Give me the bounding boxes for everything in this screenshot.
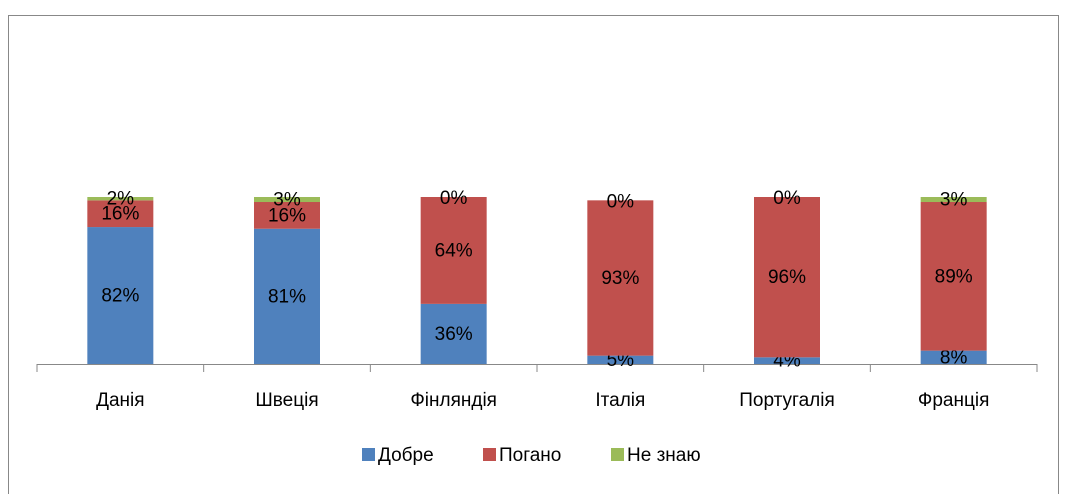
bar-segment [87, 200, 154, 228]
value-label: 3% [940, 190, 968, 211]
x-tick-label: Португалія [739, 390, 834, 411]
bar-segment [587, 355, 654, 364]
value-label: 0% [773, 188, 801, 209]
legend-swatch [483, 448, 496, 461]
bar-segment [87, 197, 154, 201]
bar-segment [254, 228, 320, 364]
value-label: 3% [273, 190, 301, 211]
value-label: 16% [101, 204, 139, 225]
bar-segment [587, 200, 654, 356]
value-label: 0% [440, 188, 468, 209]
bar-segment [920, 202, 987, 351]
legend-label: Погано [499, 445, 561, 466]
bar-segment [254, 202, 320, 229]
value-label: 2% [107, 189, 135, 210]
x-tick-label: Фінляндія [410, 390, 497, 411]
x-tick-label: Швеція [255, 390, 318, 411]
value-label: 93% [601, 268, 639, 289]
value-label: 81% [268, 286, 306, 307]
bar-segment [87, 227, 154, 364]
chart-frame [8, 15, 1059, 494]
value-label: 36% [435, 324, 473, 345]
bar-segment [754, 197, 820, 358]
value-label: 64% [435, 240, 473, 261]
legend-swatch [362, 448, 375, 461]
value-label: 16% [268, 205, 306, 226]
bar-segment [254, 197, 320, 203]
bar-segment [420, 303, 487, 364]
bar-segment [920, 350, 987, 364]
bar-segment [754, 357, 820, 364]
legend-swatch [611, 448, 624, 461]
value-label: 82% [101, 286, 139, 307]
x-tick-label: Данія [96, 390, 144, 411]
value-label: 96% [768, 267, 806, 288]
bar-segment [920, 197, 987, 203]
legend-label: Не знаю [627, 445, 701, 466]
value-label: 89% [935, 266, 973, 287]
value-label: 8% [940, 347, 968, 368]
x-tick-label: Франція [918, 390, 989, 411]
value-label: 0% [607, 191, 635, 212]
bar-segment [420, 197, 487, 304]
legend-label: Добре [378, 445, 434, 466]
x-tick-label: Італія [595, 390, 645, 411]
